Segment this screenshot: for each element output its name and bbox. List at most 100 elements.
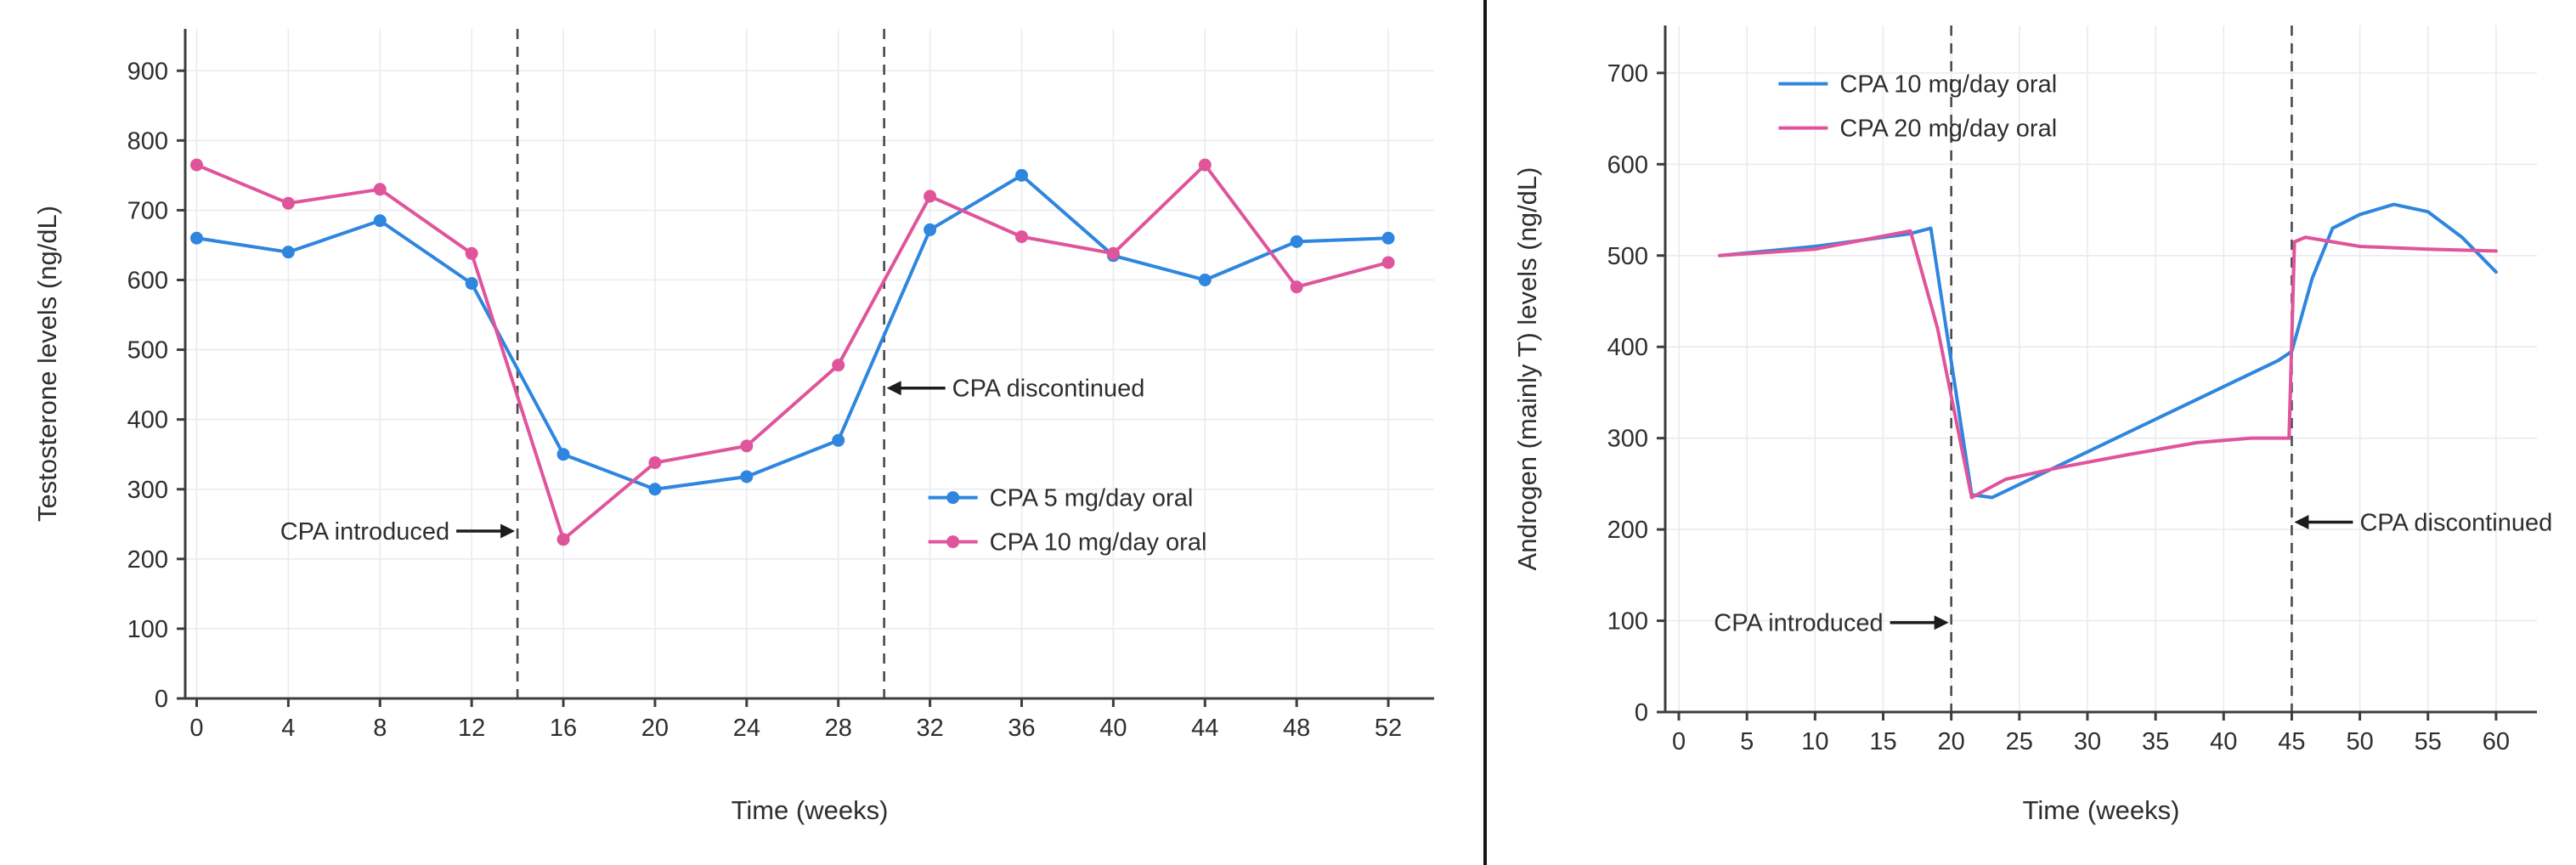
data-point-marker — [281, 196, 295, 210]
arrow-head-icon — [2294, 515, 2309, 530]
x-tick-label: 35 — [2142, 728, 2169, 755]
y-tick-label: 700 — [127, 197, 168, 224]
x-tick-label: 50 — [2346, 728, 2373, 755]
y-tick-label: 100 — [1607, 608, 1648, 636]
x-tick-label: 25 — [2006, 728, 2033, 755]
x-tick-label: 52 — [1375, 715, 1402, 742]
y-tick-label: 700 — [1607, 60, 1648, 88]
y-tick-label: 0 — [1635, 699, 1648, 726]
data-point-marker — [556, 448, 570, 461]
x-axis-title: Time (weeks) — [2023, 795, 2180, 825]
data-point-marker — [189, 158, 203, 172]
x-tick-label: 15 — [1869, 728, 1896, 755]
y-axis-title: Testosterone levels (ng/dL) — [32, 206, 62, 522]
data-point-marker — [281, 246, 295, 259]
data-point-marker — [740, 439, 754, 453]
series-cpa-10-mg-day-oral — [189, 158, 1395, 546]
x-tick-label: 4 — [281, 715, 295, 742]
legend: CPA 10 mg/day oral CPA 20 mg/day oral — [1778, 71, 2057, 143]
data-point-marker — [832, 359, 845, 372]
x-tick-label: 8 — [373, 715, 387, 742]
legend-swatch-marker — [946, 535, 960, 549]
x-tick-label: 44 — [1191, 715, 1218, 742]
data-point-marker — [189, 231, 203, 245]
legend-label: CPA 20 mg/day oral — [1839, 116, 2057, 143]
y-tick-label: 100 — [127, 616, 168, 643]
androgen-levels-chart: 0 5 10 15 20 25 30 35 40 45 50 55 600100200300400500… — [1512, 25, 2552, 825]
annotation: CPA discontinued — [2294, 510, 2552, 537]
data-point-marker — [465, 277, 478, 291]
data-point-marker — [648, 483, 662, 496]
data-point-marker — [556, 533, 570, 546]
data-point-marker — [373, 183, 387, 196]
series-line — [1718, 202, 2498, 500]
x-tick-label: 40 — [1099, 715, 1127, 742]
annotation-text: CPA introduced — [280, 518, 449, 546]
legend-swatch-marker — [946, 491, 960, 505]
x-tick-label: 48 — [1283, 715, 1310, 742]
data-point-marker — [1290, 280, 1303, 294]
y-tick-label: 300 — [1607, 426, 1648, 453]
data-point-marker — [1014, 168, 1028, 182]
x-tick-label: 24 — [733, 715, 760, 742]
y-tick-label: 0 — [155, 686, 168, 713]
axes — [177, 29, 1434, 707]
y-tick-label: 900 — [127, 58, 168, 85]
y-tick-label: 200 — [1607, 517, 1648, 544]
legend: CPA 5 mg/day oral CPA 10 mg/day oral — [928, 485, 1207, 557]
data-point-marker — [1198, 158, 1212, 172]
data-point-marker — [1014, 230, 1028, 244]
data-point-marker — [924, 189, 937, 203]
x-axis-title: Time (weeks) — [732, 795, 889, 825]
annotation-text: CPA introduced — [1714, 610, 1883, 637]
x-tick-label: 45 — [2278, 728, 2305, 755]
x-tick-label: 0 — [189, 715, 203, 742]
y-tick-label: 500 — [127, 337, 168, 365]
x-tick-label: 12 — [458, 715, 485, 742]
legend-label: CPA 5 mg/day oral — [990, 485, 1194, 512]
series-cpa-10-mg-day-oral — [1718, 202, 2498, 500]
y-tick-label: 400 — [1607, 334, 1648, 361]
y-axis-title: Androgen (mainly T) levels (ng/dL) — [1512, 167, 1542, 571]
data-point-marker — [648, 456, 662, 470]
x-tick-label: 16 — [550, 715, 577, 742]
series-cpa-20-mg-day-oral — [1718, 229, 2498, 500]
grid — [185, 29, 1434, 699]
data-point-marker — [1198, 274, 1212, 286]
data-point-marker — [924, 223, 937, 236]
annotation: CPA introduced — [280, 518, 516, 546]
series-line — [1718, 229, 2498, 500]
y-tick-label: 500 — [1607, 243, 1648, 270]
y-tick-label: 600 — [127, 268, 168, 295]
series-line — [195, 173, 1391, 491]
series-cpa-5-mg-day-oral — [189, 168, 1395, 496]
annotation: CPA introduced — [1714, 610, 1949, 637]
annotation-text: CPA discontinued — [952, 376, 1145, 403]
x-tick-label: 28 — [825, 715, 852, 742]
legend-label: CPA 10 mg/day oral — [990, 529, 1207, 557]
data-point-marker — [1290, 235, 1303, 248]
arrow-head-icon — [886, 381, 901, 396]
arrow-head-icon — [500, 523, 516, 539]
x-tick-label: 0 — [1672, 728, 1686, 755]
data-point-marker — [740, 470, 754, 483]
annotation-text: CPA discontinued — [2359, 510, 2552, 537]
y-tick-label: 800 — [127, 127, 168, 155]
y-tick-label: 400 — [127, 407, 168, 434]
y-tick-label: 300 — [127, 477, 168, 504]
annotation: CPA discontinued — [886, 376, 1145, 403]
data-point-marker — [465, 246, 478, 260]
data-point-marker — [1106, 246, 1120, 260]
data-point-marker — [832, 433, 845, 447]
x-tick-label: 36 — [1008, 715, 1035, 742]
panel-divider — [1483, 0, 1487, 865]
data-point-marker — [1381, 256, 1395, 269]
series-line — [195, 163, 1391, 541]
x-tick-label: 55 — [2415, 728, 2442, 755]
tick-labels: 0 4 8 12 16 20 24 28 32 36 40 44 48 52010020030040050… — [127, 58, 1403, 742]
axes — [1657, 25, 2537, 721]
y-tick-label: 600 — [1607, 151, 1648, 178]
legend-label: CPA 10 mg/day oral — [1839, 71, 2057, 99]
x-tick-label: 5 — [1740, 728, 1754, 755]
